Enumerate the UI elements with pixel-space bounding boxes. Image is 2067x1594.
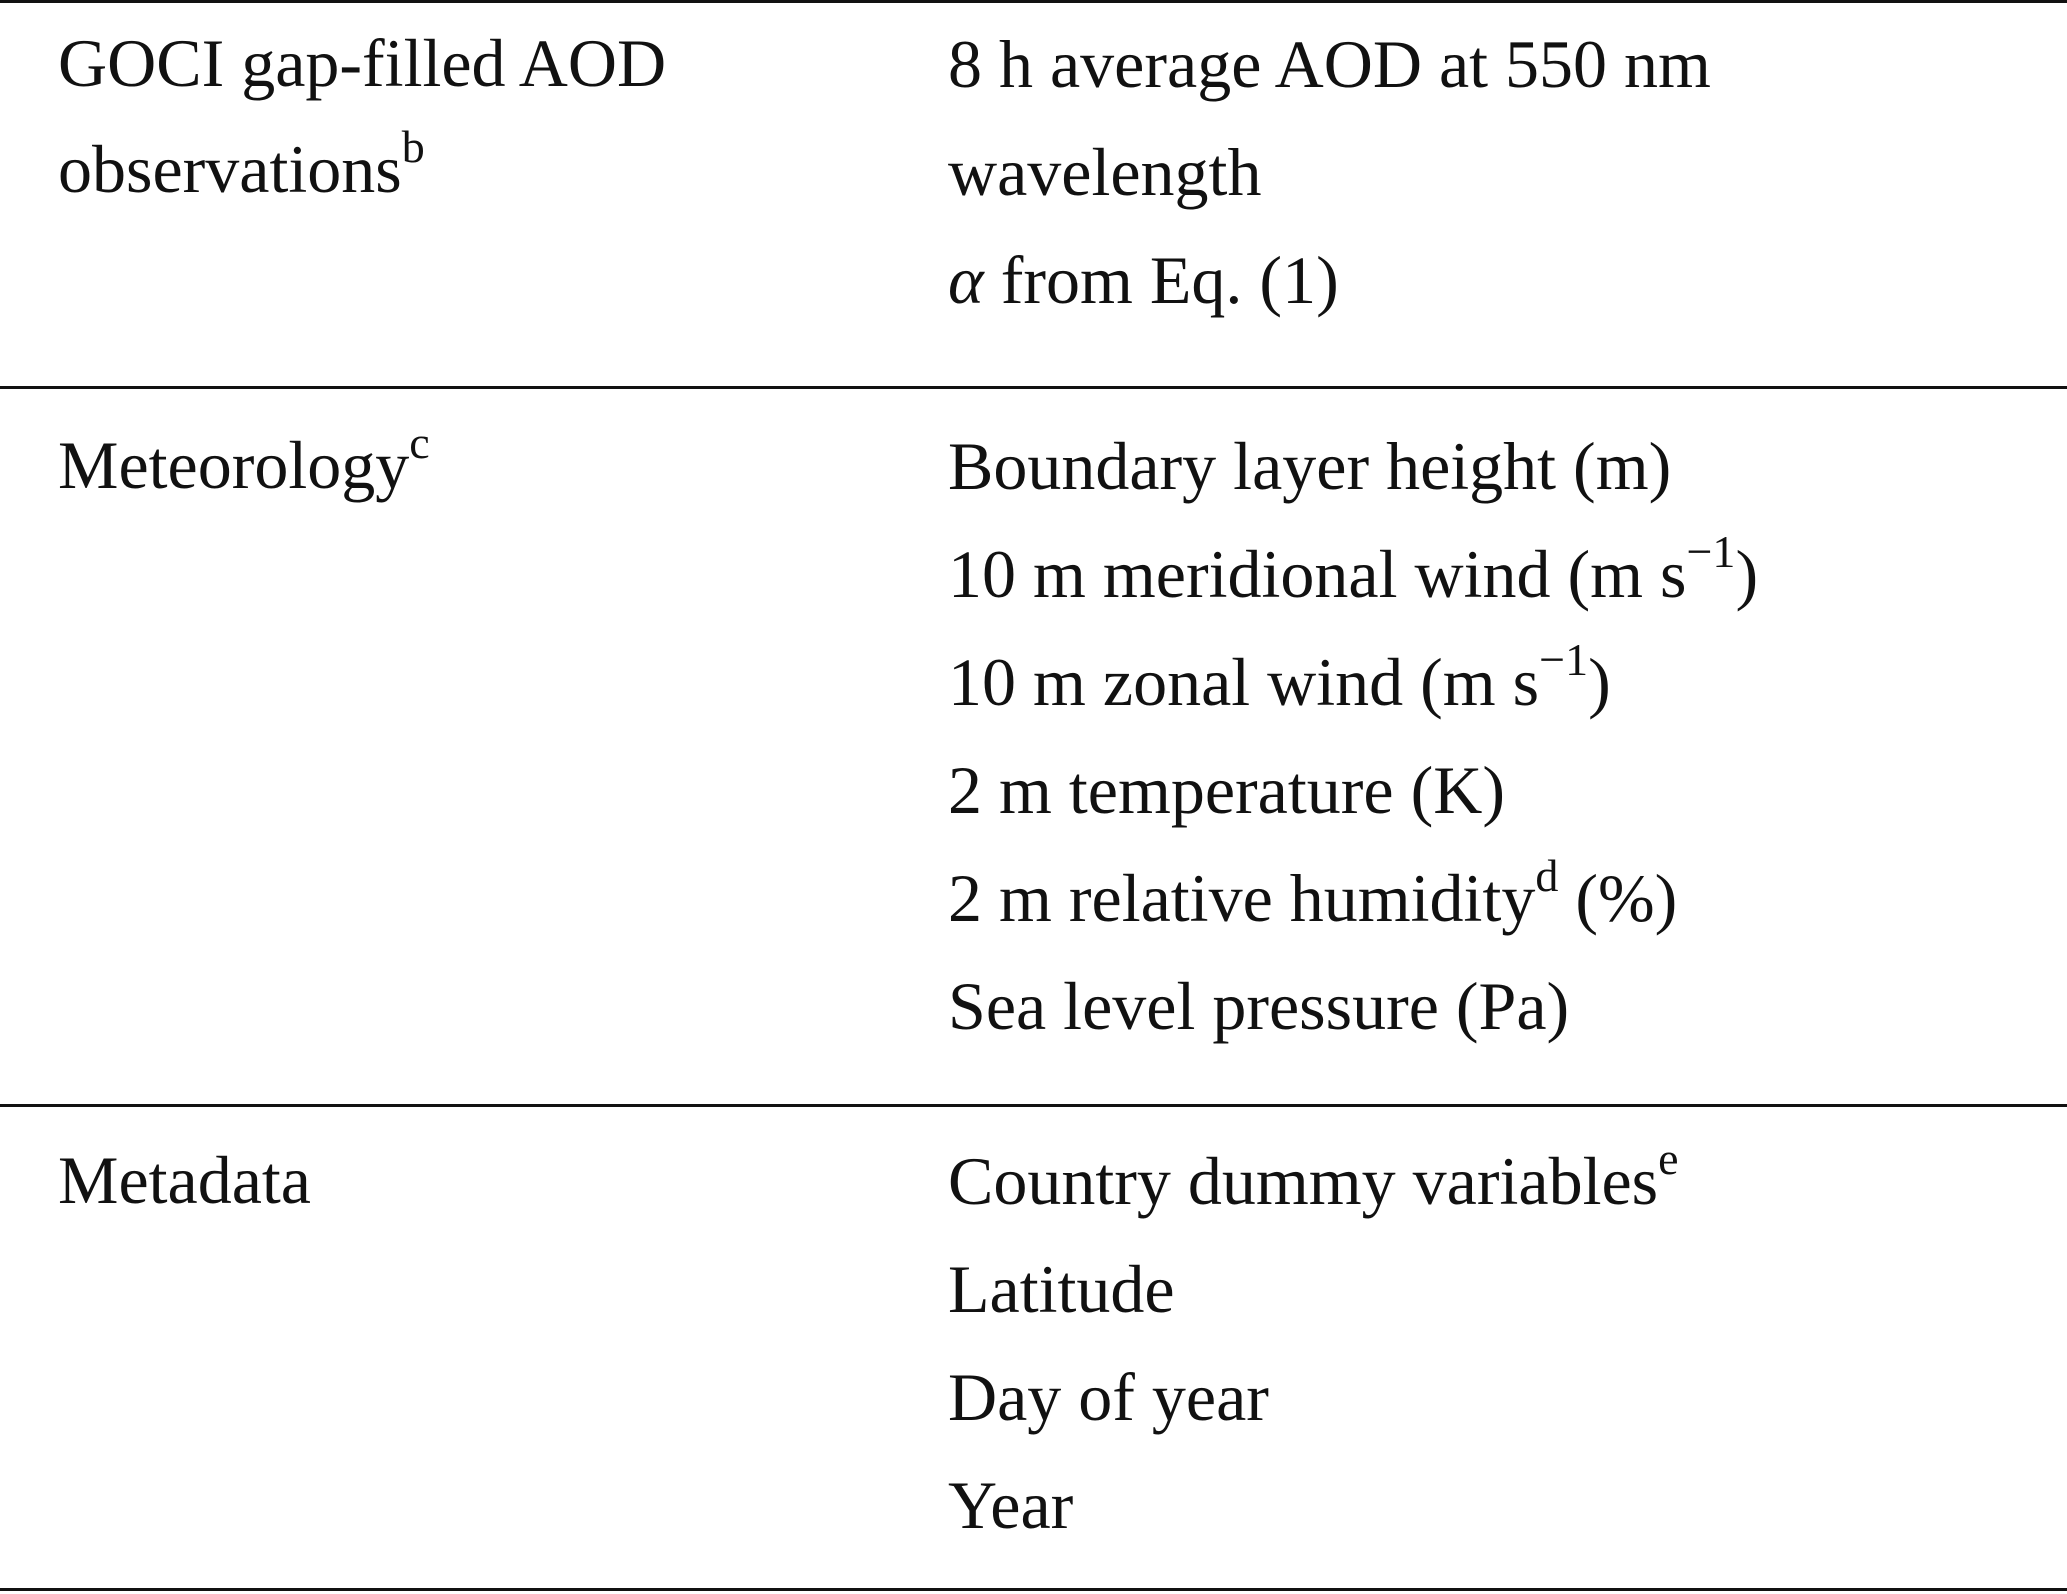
list-item-text: ) — [1735, 536, 1759, 612]
list-item: α from Eq. (1) — [948, 226, 1711, 334]
group-divider-rule — [0, 1104, 2067, 1107]
items-metadata: Country dummy variablese Latitude Day of… — [948, 1127, 1679, 1559]
category-line: Meteorologyc — [58, 412, 430, 518]
footnote-marker: d — [1535, 850, 1559, 902]
category-meteorology: Meteorologyc — [58, 412, 430, 518]
list-item: 10 m zonal wind (m s−1) — [948, 628, 1758, 736]
list-item: 10 m meridional wind (m s−1) — [948, 520, 1758, 628]
footnote-marker: b — [401, 121, 425, 173]
table-bottom-rule — [0, 1588, 2067, 1591]
list-item: Day of year — [948, 1359, 1269, 1435]
table-top-rule — [0, 0, 2067, 3]
list-item-text: 10 m meridional wind (m s — [948, 536, 1687, 612]
list-item: 2 m relative humidityd (%) — [948, 844, 1758, 952]
list-item: Latitude — [948, 1251, 1175, 1327]
items-meteorology: Boundary layer height (m) 10 m meridiona… — [948, 412, 1758, 1060]
list-item: Year — [948, 1467, 1074, 1543]
group-divider-rule — [0, 386, 2067, 389]
unit-exponent: −1 — [1539, 634, 1589, 686]
list-item: 8 h average AOD at 550 nm — [948, 26, 1711, 102]
list-item: Country dummy variablese — [948, 1127, 1679, 1235]
alpha-symbol: α — [948, 242, 984, 318]
category-line-text: Meteorology — [58, 427, 410, 503]
category-goci-aod: GOCI gap-filled AOD observationsb — [58, 10, 666, 222]
items-goci-aod: 8 h average AOD at 550 nm wavelength α f… — [948, 10, 1711, 334]
category-line: observationsb — [58, 116, 666, 222]
category-line-text: observations — [58, 131, 402, 207]
list-item-text: from Eq. (1) — [983, 242, 1339, 318]
footnote-marker: e — [1658, 1133, 1679, 1185]
list-item: 2 m temperature (K) — [948, 752, 1505, 828]
footnote-marker: c — [409, 417, 430, 469]
list-item: wavelength — [948, 134, 1262, 210]
list-item-text: 10 m zonal wind (m s — [948, 644, 1540, 720]
list-item: Sea level pressure (Pa) — [948, 968, 1570, 1044]
list-item-text: 2 m relative humidity — [948, 860, 1536, 936]
category-metadata: Metadata — [58, 1127, 311, 1233]
unit-exponent: −1 — [1686, 526, 1736, 578]
list-item: Boundary layer height (m) — [948, 428, 1672, 504]
list-item-text: ) — [1588, 644, 1611, 720]
category-line: Metadata — [58, 1142, 311, 1218]
category-line: GOCI gap-filled AOD — [58, 25, 667, 101]
list-item-text: (%) — [1558, 860, 1678, 936]
list-item-text: Country dummy variables — [948, 1143, 1659, 1219]
